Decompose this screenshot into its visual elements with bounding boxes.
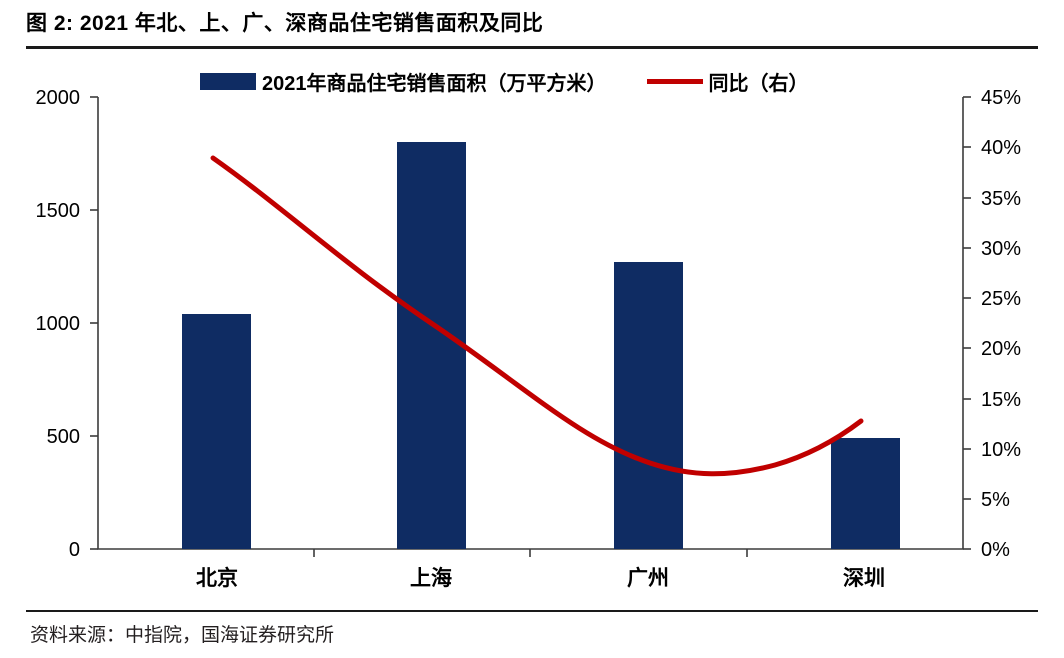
x-axis-label-beijing: 北京 bbox=[196, 566, 238, 590]
y-axis-right: 45% 40% 35% 30% 25% 20% 15% 10% 5% 0% bbox=[963, 87, 1021, 561]
yoy-line-series[interactable] bbox=[210, 155, 864, 477]
page-title: 图 2: 2021 年北、上、广、深商品住宅销售面积及同比 bbox=[26, 12, 544, 35]
bar-beijing[interactable] bbox=[182, 314, 251, 549]
y-left-tick-label: 1000 bbox=[36, 313, 81, 335]
y-left-tick-label: 500 bbox=[47, 426, 80, 448]
y-left-tick-label: 2000 bbox=[36, 87, 81, 109]
bar-shanghai[interactable] bbox=[397, 142, 466, 549]
bar-series bbox=[182, 142, 900, 549]
y-right-tick-label: 25% bbox=[981, 288, 1021, 310]
y-right-tick-label: 0% bbox=[981, 539, 1010, 561]
y-right-tick-label: 40% bbox=[981, 137, 1021, 159]
bar-shenzhen[interactable] bbox=[831, 438, 900, 549]
x-axis-separators bbox=[313, 549, 748, 557]
legend-line-swatch-icon bbox=[646, 78, 703, 84]
legend-bar-swatch-icon bbox=[200, 72, 256, 90]
legend-item-label: 同比（右） bbox=[708, 72, 809, 95]
y-right-tick-label: 35% bbox=[981, 188, 1021, 210]
y-right-tick-label: 45% bbox=[981, 87, 1021, 109]
source-note: 资料来源：中指院，国海证券研究所 bbox=[30, 625, 335, 646]
y-right-tick-label: 20% bbox=[981, 338, 1021, 360]
footer-divider bbox=[26, 610, 1038, 612]
y-right-tick-label: 10% bbox=[981, 439, 1021, 461]
y-right-tick-label: 5% bbox=[981, 489, 1010, 511]
chart-legend: 2021年商品住宅销售面积（万平方米） 同比（右） bbox=[200, 66, 809, 96]
bar-guangzhou[interactable] bbox=[614, 262, 683, 549]
x-axis-labels: 北京 上海 广州 深圳 bbox=[196, 566, 885, 590]
figure-title-block: 图 2: 2021 年北、上、广、深商品住宅销售面积及同比 bbox=[26, 8, 1038, 49]
x-axis-label-shanghai: 上海 bbox=[410, 566, 452, 590]
x-axis-label-guangzhou: 广州 bbox=[627, 566, 669, 590]
y-right-tick-label: 15% bbox=[981, 389, 1021, 411]
legend-item-line-series: 同比（右） bbox=[646, 67, 809, 96]
title-divider bbox=[26, 46, 1038, 49]
y-left-tick-label: 0 bbox=[69, 539, 80, 561]
legend-item-bar-series: 2021年商品住宅销售面积（万平方米） bbox=[200, 67, 607, 96]
y-right-tick-label: 30% bbox=[981, 238, 1021, 260]
y-axis-left: 2000 1500 1000 500 0 bbox=[36, 87, 98, 561]
x-axis-label-shenzhen: 深圳 bbox=[843, 567, 885, 590]
y-left-tick-label: 1500 bbox=[36, 200, 81, 222]
legend-item-label: 2021年商品住宅销售面积（万平方米） bbox=[262, 72, 607, 95]
